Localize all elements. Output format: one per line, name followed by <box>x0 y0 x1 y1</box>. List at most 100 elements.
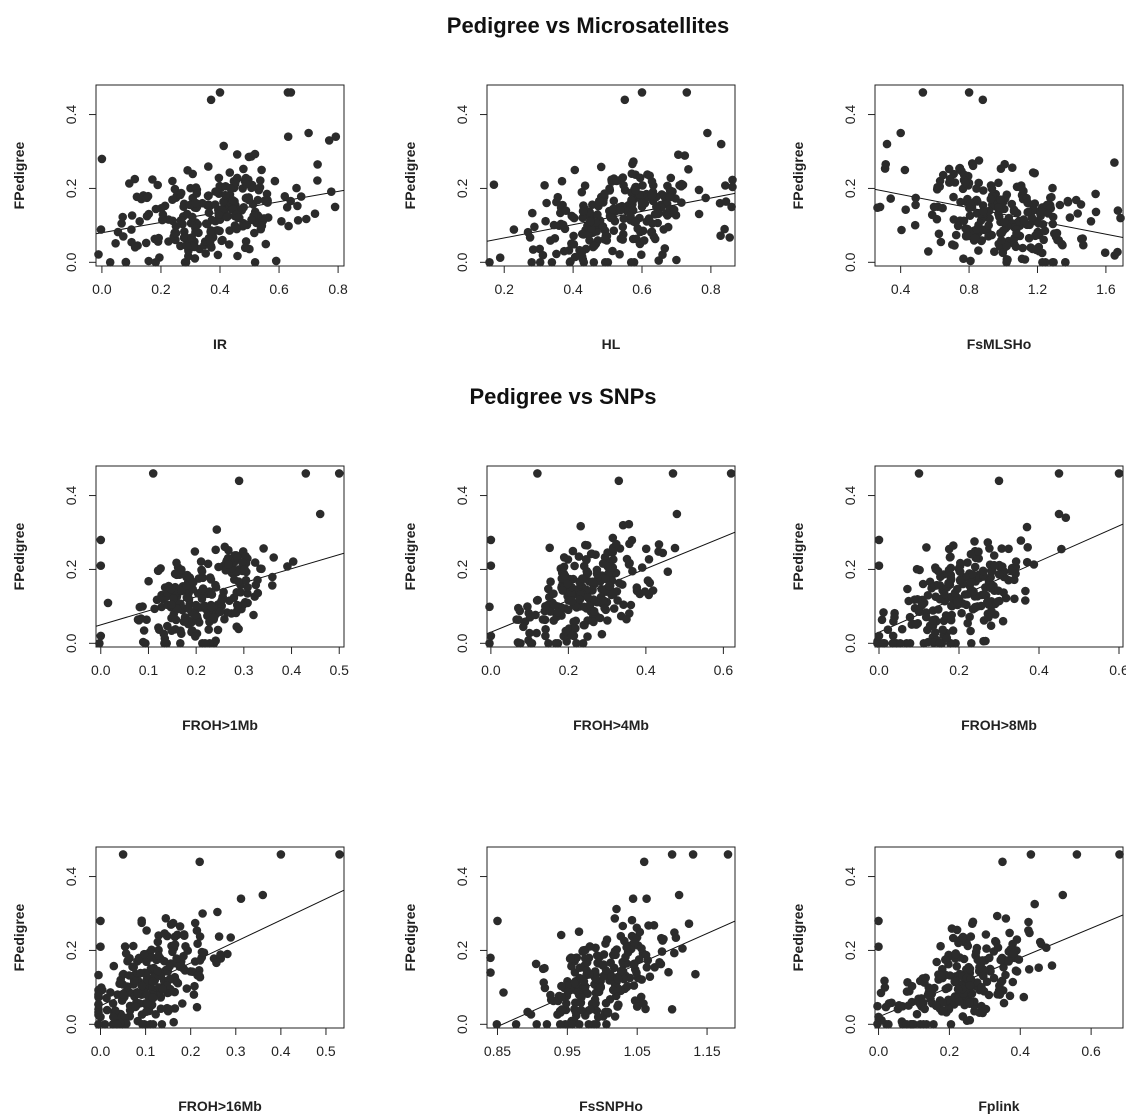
data-point <box>159 629 169 639</box>
data-point <box>874 916 883 926</box>
data-point <box>989 560 999 570</box>
data-point <box>939 1006 948 1016</box>
x-tick-label: 0.4 <box>1029 662 1049 678</box>
data-point <box>881 160 890 169</box>
data-point <box>574 552 584 561</box>
data-point <box>938 964 947 974</box>
data-point <box>207 590 217 599</box>
data-point <box>616 966 626 976</box>
data-point <box>997 228 1006 238</box>
data-point <box>966 549 976 559</box>
data-point <box>585 970 594 979</box>
data-point <box>232 150 242 159</box>
data-point <box>635 173 645 183</box>
data-point <box>234 624 243 634</box>
data-point <box>330 202 340 212</box>
data-point <box>258 890 268 900</box>
data-point <box>102 1005 112 1015</box>
data-point <box>207 243 216 252</box>
scatter-panel-1: 0.0 0.2 0.4 0.6 0.8 0.0 0.2 0.4 IR FPedigree <box>11 84 348 352</box>
data-point <box>576 1005 586 1015</box>
data-point <box>897 624 907 634</box>
data-point <box>528 208 537 218</box>
data-point <box>955 164 964 173</box>
data-point <box>656 959 666 969</box>
data-point <box>925 577 935 587</box>
data-point <box>542 198 551 208</box>
data-point <box>557 981 566 991</box>
data-point <box>720 224 729 234</box>
data-point <box>590 241 599 251</box>
data-point <box>569 231 578 241</box>
data-point <box>935 182 944 191</box>
y-axis-label: FPedigree <box>402 141 418 209</box>
data-point <box>585 942 595 951</box>
data-point <box>249 610 258 620</box>
data-point <box>167 626 176 635</box>
data-point <box>120 942 130 951</box>
data-point <box>243 589 252 598</box>
data-point <box>603 616 612 625</box>
y-tick-label: 0.0 <box>842 252 858 272</box>
data-point <box>669 205 679 215</box>
data-point <box>966 256 975 266</box>
data-point <box>196 557 206 566</box>
data-point <box>226 933 235 942</box>
data-point <box>962 225 971 234</box>
data-point <box>293 216 303 225</box>
data-point <box>608 204 618 214</box>
y-tick-label: 0.2 <box>454 178 470 198</box>
data-point <box>678 944 687 953</box>
data-point <box>568 1020 577 1029</box>
y-axis-label: FPedigree <box>790 141 806 209</box>
data-point <box>334 469 344 478</box>
data-point <box>979 186 988 195</box>
data-point <box>135 602 145 612</box>
data-point <box>953 597 962 607</box>
data-point <box>895 639 905 648</box>
data-point <box>586 1005 595 1014</box>
x-tick-label: 0.2 <box>949 662 969 678</box>
data-point <box>973 197 982 206</box>
data-point <box>189 242 198 252</box>
data-point <box>721 197 731 206</box>
data-point <box>979 971 988 981</box>
data-point <box>613 596 622 605</box>
data-point <box>1079 240 1088 250</box>
data-point <box>499 988 508 997</box>
data-point <box>608 246 617 256</box>
data-point <box>220 542 230 552</box>
data-point <box>154 951 163 960</box>
data-point <box>142 926 151 935</box>
data-point <box>914 469 924 478</box>
data-point <box>631 218 640 227</box>
data-point <box>1002 254 1012 264</box>
data-point <box>938 203 947 213</box>
data-point <box>609 196 619 206</box>
data-point <box>125 971 134 980</box>
data-point <box>716 139 726 149</box>
data-point <box>967 989 977 998</box>
data-point <box>900 165 910 175</box>
data-point <box>313 160 322 169</box>
data-point <box>648 586 658 595</box>
data-point <box>301 469 311 478</box>
data-point <box>574 927 584 936</box>
y-tick-label: 0.0 <box>842 1014 858 1034</box>
scatter-panel-6: 0.0 0.2 0.4 0.6 0.0 0.2 0.4 FROH>8Mb FPedigree <box>790 465 1126 733</box>
data-point <box>214 210 224 219</box>
data-point <box>177 961 186 971</box>
data-point <box>609 589 619 598</box>
data-point <box>166 585 176 594</box>
data-point <box>936 237 946 247</box>
data-point <box>1035 937 1045 947</box>
data-point <box>905 612 915 622</box>
data-point <box>578 206 588 216</box>
data-point <box>628 566 637 576</box>
data-point <box>175 922 185 931</box>
data-point <box>237 558 247 567</box>
data-point <box>253 575 262 585</box>
x-tick-label: 0.4 <box>636 662 656 678</box>
data-point <box>141 639 150 648</box>
data-point <box>601 574 610 584</box>
